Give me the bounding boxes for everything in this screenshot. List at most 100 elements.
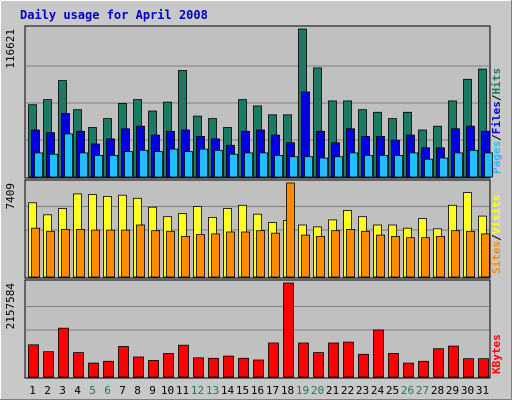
bar-pages-day-2 [49, 153, 58, 178]
legend-kbytes: KBytes [490, 334, 503, 374]
x-tick-label: 17 [266, 384, 279, 397]
bar-sites-day-12 [196, 234, 205, 278]
bar-sites-day-6 [106, 229, 115, 278]
bar-sites-day-21 [331, 230, 340, 278]
bar-sites-day-22 [346, 228, 355, 278]
bar-pages-day-3 [64, 133, 73, 178]
chart-panels: 116621 Pages/Files/Hits 7409Sites/Visits21… [4, 25, 503, 379]
bar-kbytes-day-4 [73, 352, 84, 378]
bar-sites-day-18 [286, 182, 295, 278]
x-axis-day-labels: 1 2 3 4 5 6 7 8 9 10 11 12 13 14 15 16 17 18 19 20 21 22 23 24 2… [29, 384, 489, 397]
x-tick-label: 4 [74, 384, 81, 397]
x-tick-label: 25 [386, 384, 399, 397]
x-tick-label: 3 [59, 384, 66, 397]
bar-sites-day-14 [226, 231, 235, 278]
bar-kbytes-day-22 [343, 341, 354, 378]
legend-separator: / [490, 94, 503, 101]
bar-pages-day-20 [319, 157, 328, 178]
x-tick-label: 31 [476, 384, 489, 397]
bar-sites-day-2 [46, 230, 55, 278]
bar-sites-day-20 [316, 235, 325, 278]
bar-kbytes-day-1 [28, 344, 39, 378]
x-tick-label: 11 [176, 384, 189, 397]
bar-sites-day-1 [31, 227, 40, 278]
bar-pages-day-26 [409, 152, 418, 178]
bar-kbytes-day-21 [328, 342, 339, 378]
bar-sites-day-25 [391, 235, 400, 278]
bar-kbytes-day-18 [283, 282, 294, 378]
bar-sites-day-9 [151, 230, 160, 278]
bar-sites-day-7 [121, 229, 130, 278]
bar-pages-day-6 [109, 154, 118, 178]
bar-kbytes-day-10 [163, 353, 174, 378]
bar-kbytes-day-17 [268, 342, 279, 378]
bar-kbytes-day-25 [388, 353, 399, 378]
bar-pages-day-13 [214, 149, 223, 178]
bar-kbytes-day-15 [238, 357, 249, 378]
x-tick-label: 18 [281, 384, 294, 397]
bar-pages-day-17 [274, 154, 283, 178]
bar-kbytes-day-19 [298, 342, 309, 378]
bar-sites-day-30 [466, 230, 475, 278]
bar-kbytes-day-20 [313, 352, 324, 378]
bar-kbytes-day-3 [58, 327, 69, 378]
bar-pages-day-31 [484, 152, 493, 178]
bar-sites-day-29 [451, 230, 460, 278]
bar-sites-day-15 [241, 231, 250, 278]
panel-middle-y-max-label: 7409 [4, 183, 17, 210]
x-tick-label: 23 [356, 384, 369, 397]
bar-kbytes-day-23 [358, 353, 369, 378]
bar-kbytes-day-29 [448, 345, 459, 378]
bar-kbytes-day-7 [118, 346, 129, 378]
x-tick-label: 20 [311, 384, 324, 397]
bar-sites-day-27 [421, 237, 430, 278]
bar-sites-day-3 [61, 228, 70, 278]
x-tick-label: 30 [461, 384, 474, 397]
x-tick-label: 19 [296, 384, 309, 397]
x-tick-label: 15 [236, 384, 249, 397]
bar-sites-day-5 [91, 229, 100, 278]
bar-sites-day-23 [361, 230, 370, 278]
bar-kbytes-day-2 [43, 351, 54, 378]
bar-kbytes-day-12 [193, 357, 204, 378]
bar-pages-day-9 [154, 151, 163, 178]
bar-pages-day-7 [124, 151, 133, 178]
panel-bottom-y-max-label: 2157584 [4, 283, 17, 330]
x-tick-label: 24 [371, 384, 385, 397]
bar-kbytes-day-9 [148, 359, 159, 378]
bar-pages-day-30 [469, 149, 478, 178]
panel-top-y-max-label: 116621 [4, 29, 17, 69]
panel-middle: 7409 Sites/Visits [4, 179, 503, 279]
bar-kbytes-day-14 [223, 355, 234, 378]
bar-kbytes-day-5 [88, 362, 99, 378]
bar-kbytes-day-28 [433, 348, 444, 378]
legend-separator: / [490, 234, 503, 241]
bar-pages-day-12 [199, 148, 208, 178]
x-tick-label: 22 [341, 384, 354, 397]
bar-pages-day-25 [394, 154, 403, 178]
bar-pages-day-16 [259, 152, 268, 178]
legend-pages: Pages [490, 141, 503, 174]
bar-kbytes-day-26 [403, 362, 414, 378]
panel-bottom: 2157584 KBytes [4, 279, 503, 379]
bar-sites-day-17 [271, 232, 280, 278]
bar-sites-day-16 [256, 230, 265, 278]
bar-pages-day-19 [304, 156, 313, 178]
bar-kbytes-day-24 [373, 329, 384, 378]
panel-top-series-legend: Pages/Files/Hits [490, 68, 503, 174]
chart-title: Daily usage for April 2008 [20, 8, 208, 22]
bar-sites-day-19 [301, 234, 310, 278]
x-tick-label: 12 [191, 384, 204, 397]
legend-separator: / [490, 134, 503, 141]
bar-kbytes-day-31 [478, 358, 489, 378]
x-tick-label: 5 [89, 384, 96, 397]
bar-pages-day-23 [364, 154, 373, 178]
bar-pages-day-22 [349, 152, 358, 178]
panel-bottom-series-legend: KBytes [490, 334, 503, 374]
bar-pages-day-24 [379, 154, 388, 178]
x-tick-label: 26 [401, 384, 414, 397]
bar-sites-day-10 [166, 230, 175, 278]
bar-pages-day-8 [139, 149, 148, 178]
bar-sites-day-31 [481, 233, 490, 278]
bar-sites-day-13 [211, 233, 220, 278]
